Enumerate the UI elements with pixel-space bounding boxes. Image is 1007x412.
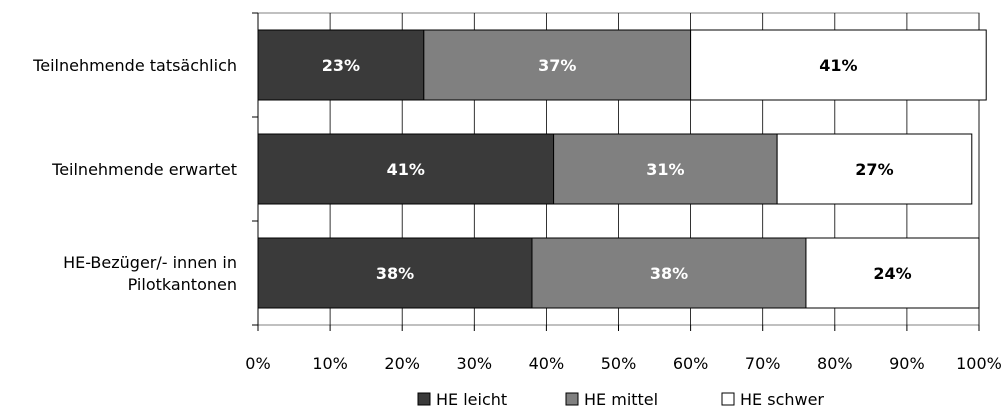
bar-value-label: 38% [376, 264, 414, 283]
bar-segment [257, 237, 533, 309]
legend-swatch [721, 392, 735, 406]
x-tick-label: 10% [312, 354, 348, 373]
x-tick-label: 20% [384, 354, 420, 373]
legend-label: HE mittel [584, 390, 658, 409]
category-label: Pilotkantonen [128, 275, 237, 294]
bar-value-label: 24% [873, 264, 911, 283]
bar-segment [531, 237, 807, 309]
x-tick-label: 60% [673, 354, 709, 373]
bar-value-label: 23% [322, 56, 360, 75]
bar-value-label: 41% [819, 56, 857, 75]
bar-value-label: 31% [646, 160, 684, 179]
x-tick-label: 80% [817, 354, 853, 373]
bar-segment [257, 29, 425, 101]
category-label: Teilnehmende erwartet [51, 160, 237, 179]
bar-segment [805, 237, 980, 309]
x-tick-label: 0% [245, 354, 270, 373]
legend-label: HE leicht [436, 390, 507, 409]
category-label: HE-Bezüger/- innen in [63, 253, 237, 272]
bar-value-label: 27% [855, 160, 893, 179]
x-tick-label: 30% [457, 354, 493, 373]
bar-segment [553, 133, 778, 205]
x-tick-label: 100% [956, 354, 1002, 373]
legend-swatch [417, 392, 431, 406]
bar-value-label: 41% [387, 160, 425, 179]
legend-swatch [565, 392, 579, 406]
bar-segment [690, 29, 987, 101]
x-tick-label: 70% [745, 354, 781, 373]
bar-segment [423, 29, 692, 101]
x-tick-label: 40% [529, 354, 565, 373]
category-label: Teilnehmende tatsächlich [32, 56, 237, 75]
legend-label: HE schwer [740, 390, 824, 409]
bar-value-label: 38% [650, 264, 688, 283]
x-tick-label: 90% [889, 354, 925, 373]
bar-segment [776, 133, 973, 205]
bar-value-label: 37% [538, 56, 576, 75]
x-tick-label: 50% [601, 354, 637, 373]
